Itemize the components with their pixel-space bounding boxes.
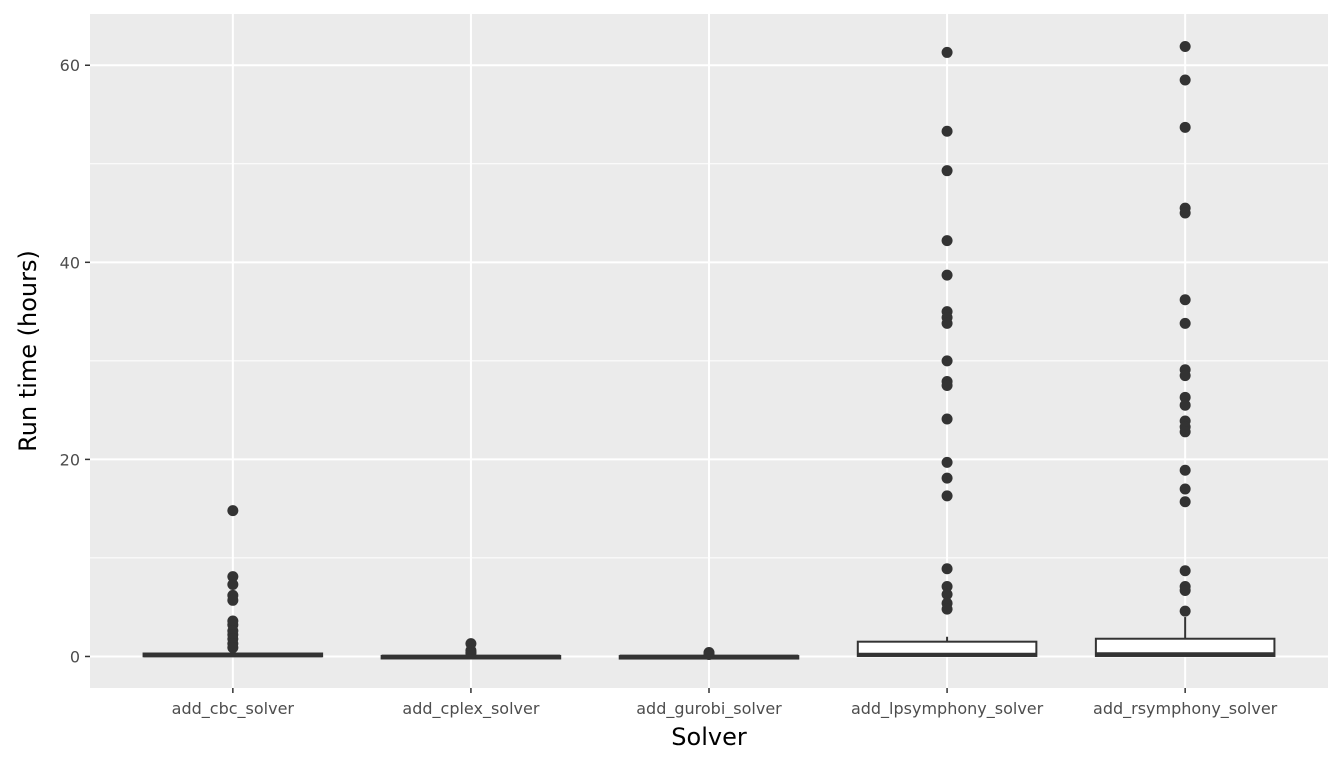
outlier-point [1179,370,1191,382]
outlier-point [941,125,953,137]
outlier-point [227,642,239,654]
outlier-point [1179,41,1191,53]
outlier-point [941,379,953,391]
outlier-point [941,588,953,600]
y-tick-label: 20 [60,450,80,469]
y-tick-label: 60 [60,56,80,75]
box-add_lpsymphony_solver [856,636,1038,657]
x-axis-title: Solver [671,723,747,751]
outlier-point [703,648,715,660]
outlier-point [941,317,953,329]
outlier-point [227,594,239,606]
outlier-point [1179,121,1191,133]
outlier-point [227,505,239,517]
outlier-point [1179,391,1191,403]
x-tick-label: add_lpsymphony_solver [851,699,1044,719]
x-tick-label: add_cplex_solver [402,699,539,719]
x-axis: add_cbc_solver add_cplex_solver add_gurobi… [172,688,1278,719]
outlier-point [941,46,953,58]
outlier-point [941,581,953,593]
outlier-point [1179,294,1191,306]
outlier-point [227,579,239,591]
outlier-point [941,235,953,247]
y-axis-title: Run time (hours) [14,250,42,452]
outlier-point [1179,399,1191,411]
y-tick-label: 0 [70,647,80,666]
outlier-point [941,490,953,502]
outlier-point [1179,74,1191,86]
outlier-point [941,413,953,425]
x-tick-label: add_cbc_solver [172,699,295,719]
outlier-point [1179,496,1191,508]
outlier-point [1179,483,1191,495]
iqr-box [1094,637,1276,657]
outlier-point [941,165,953,177]
outlier-point [941,269,953,281]
outlier-point [1179,426,1191,438]
outlier-point [1179,584,1191,596]
outlier-point [1179,317,1191,329]
outlier-point [1179,464,1191,476]
outlier-point [941,603,953,615]
outlier-point [941,355,953,367]
box-add_cbc_solver [142,649,324,658]
box-add_rsymphony_solver [1094,617,1276,657]
outlier-point [941,456,953,468]
outlier-layer [227,41,1191,660]
outlier-point [465,648,477,660]
outlier-point [227,571,239,583]
outlier-point [1179,605,1191,617]
x-tick-label: add_gurobi_solver [636,699,782,719]
y-tick-label: 40 [60,253,80,272]
outlier-point [941,472,953,484]
outlier-point [1179,207,1191,219]
outlier-point [1179,565,1191,577]
y-axis: 0 20 40 60 [60,56,90,666]
outlier-point [941,563,953,575]
x-tick-label: add_rsymphony_solver [1093,699,1278,719]
